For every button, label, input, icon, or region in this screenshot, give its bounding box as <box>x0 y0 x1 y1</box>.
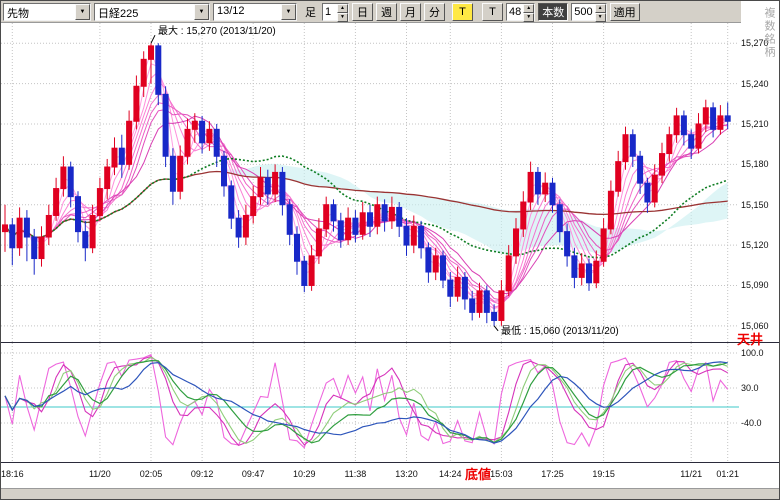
oscillator-panel[interactable] <box>1 343 779 463</box>
time-tick-label: 10:29 <box>293 469 316 479</box>
price-tick-label: 15,180 <box>741 159 769 170</box>
market-select[interactable]: 先物 ▼ <box>3 2 91 21</box>
period-week-button[interactable]: 週 <box>376 2 397 21</box>
time-tick-label: 17:25 <box>541 469 564 479</box>
svg-text:最大 : 15,270 (2013/11/20): 最大 : 15,270 (2013/11/20) <box>158 24 276 37</box>
apply-button[interactable]: 適用 <box>609 2 640 21</box>
time-tick-label: 18:16 <box>1 469 24 479</box>
period-minute-button[interactable]: 分 <box>424 2 445 21</box>
time-tick-label: 11:38 <box>344 469 367 479</box>
dropdown-arrow-icon[interactable]: ▼ <box>281 3 296 20</box>
toolbar: 先物 ▼ 日経225 ▼ 13/12 ▼ 足 1 ▲ ▼ 日 週 月 分 T T … <box>1 1 741 23</box>
oscillator-tick-label: 30.0 <box>741 383 759 393</box>
time-tick-label: 02:05 <box>139 469 163 479</box>
price-tick-label: 15,060 <box>741 320 769 331</box>
price-tick-label: 15,120 <box>741 240 769 251</box>
tick-button[interactable]: T <box>452 2 473 21</box>
time-tick-label: 11/21 <box>680 469 703 479</box>
spin-down-icon[interactable]: ▼ <box>523 12 535 22</box>
interval-spinner[interactable]: 1 ▲ ▼ <box>322 2 349 22</box>
bar-type-label: 足 <box>305 6 316 19</box>
tick-button-2[interactable]: T <box>482 2 503 21</box>
spin-up-icon[interactable]: ▲ <box>337 3 348 13</box>
bars-interval-value: 48 <box>509 5 522 18</box>
bar-count-value: 500 <box>574 5 593 18</box>
time-axis <box>1 463 779 488</box>
dropdown-arrow-icon[interactable]: ▼ <box>194 3 209 20</box>
spin-down-icon[interactable]: ▼ <box>337 12 348 22</box>
period-day-button[interactable]: 日 <box>352 2 373 21</box>
spin-up-icon[interactable]: ▲ <box>523 3 535 13</box>
bars-interval-spinner[interactable]: 48 ▲ ▼ <box>506 2 536 22</box>
interval-spinner-arrows: ▲ ▼ <box>337 3 348 22</box>
price-tick-label: 15,240 <box>741 78 769 89</box>
price-tick-label: 15,150 <box>741 199 769 210</box>
oscillator-tick-label: -40.0 <box>741 418 762 428</box>
bar-count-mode-button[interactable]: 本数 <box>538 2 569 21</box>
symbol-select-value: 日経225 <box>98 7 139 20</box>
market-select-value: 先物 <box>7 7 29 20</box>
contract-select[interactable]: 13/12 ▼ <box>213 2 297 21</box>
time-tick-label: 09:47 <box>241 469 265 479</box>
time-tick-label: 01:21 <box>716 469 739 479</box>
multi-symbol-label[interactable]: 複数銘柄 <box>763 7 775 59</box>
price-tick-label: 15,090 <box>741 280 769 291</box>
period-month-button[interactable]: 月 <box>400 2 421 21</box>
time-tick-label: 13:20 <box>395 469 418 479</box>
dropdown-arrow-icon[interactable]: ▼ <box>75 3 90 20</box>
price-tick-label: 15,210 <box>741 118 769 129</box>
bottom-label: 底値 <box>465 467 492 482</box>
price-tick-label: 15,270 <box>741 38 769 49</box>
time-tick-label: 15:03 <box>490 469 513 479</box>
time-tick-label: 19:15 <box>592 469 615 479</box>
bar-count-arrows: ▲ ▼ <box>594 3 606 22</box>
symbol-select[interactable]: 日経225 ▼ <box>94 2 210 21</box>
time-tick-label: 09:12 <box>190 469 214 479</box>
spin-down-icon[interactable]: ▼ <box>594 12 606 22</box>
candlestick-panel[interactable]: 最大 : 15,270 (2013/11/20) 最低 : 15,060 (201… <box>1 23 779 343</box>
spin-up-icon[interactable]: ▲ <box>594 3 606 13</box>
bars-interval-arrows: ▲ ▼ <box>523 3 535 22</box>
oscillator-tick-label: 100.0 <box>741 348 764 358</box>
oscillator-chart[interactable] <box>1 343 739 462</box>
bottom-strip <box>1 488 779 499</box>
candlestick-chart[interactable]: 最大 : 15,270 (2013/11/20) 最低 : 15,060 (201… <box>1 23 739 342</box>
time-tick-label: 11/20 <box>88 469 111 479</box>
interval-value: 1 <box>325 5 332 18</box>
svg-text:最低 : 15,060 (2013/11/20): 最低 : 15,060 (2013/11/20) <box>501 324 619 337</box>
bar-count-spinner[interactable]: 500 ▲ ▼ <box>571 2 607 22</box>
ceiling-label: 天井 <box>737 332 764 347</box>
contract-select-value: 13/12 <box>217 4 245 17</box>
time-tick-label: 14:24 <box>439 469 462 479</box>
